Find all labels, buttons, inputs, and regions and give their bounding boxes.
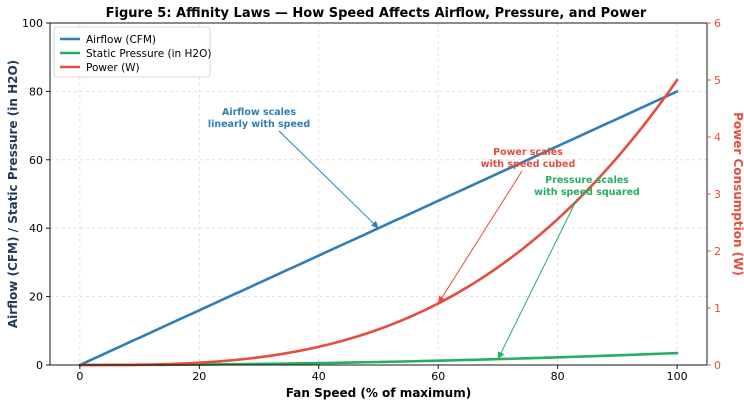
legend: Airflow (CFM) Static Pressure (in H2O) Pow… xyxy=(53,26,211,78)
annotation-arrowhead xyxy=(371,220,379,229)
y-left-tick-label: 20 xyxy=(29,291,43,304)
y-right-tick-label: 5 xyxy=(714,74,721,87)
annotation-arrowhead xyxy=(438,295,445,304)
y-right-tick-label: 1 xyxy=(714,302,721,315)
chart-title: Figure 5: Affinity Laws — How Speed Affe… xyxy=(106,6,647,21)
annotation-arrow xyxy=(278,130,379,229)
annotation-text: linearly with speed xyxy=(208,119,310,130)
series-line xyxy=(78,78,679,367)
y-right-tick-label: 4 xyxy=(714,131,721,144)
y-left-tick-label: 80 xyxy=(29,85,43,98)
legend-box xyxy=(53,26,211,78)
annotation-text: Pressure scales xyxy=(545,175,629,186)
y-right-tick-label: 2 xyxy=(714,245,721,258)
annotation-text: Power scales xyxy=(493,147,563,158)
series-lines xyxy=(78,78,679,367)
y-axis-label-right: Power Consumption (W) xyxy=(731,112,744,276)
x-tick-label: 0 xyxy=(76,370,83,383)
x-tick-label: 80 xyxy=(551,370,565,383)
y-right-tick-label: 0 xyxy=(714,359,721,372)
y-right-tick-label: 3 xyxy=(714,188,721,201)
y-left-tick-label: 100 xyxy=(22,17,43,30)
y-left-tick-label: 0 xyxy=(36,359,43,372)
x-tick-label: 20 xyxy=(192,370,206,383)
y-left-tick-label: 60 xyxy=(29,154,43,167)
y-axis-label-left: Airflow (CFM) / Static Pressure (in H2O) xyxy=(6,60,20,328)
annotation-arrow xyxy=(437,170,523,304)
annotation-text: Airflow scales xyxy=(222,107,296,118)
annotation-text: with speed cubed xyxy=(481,159,576,170)
series-line xyxy=(78,90,679,367)
x-tick-label: 100 xyxy=(667,370,688,383)
legend-label: Airflow (CFM) xyxy=(86,34,156,46)
y-right-tick-label: 6 xyxy=(714,17,721,30)
annotation-arrowhead xyxy=(497,351,505,360)
y-left-tick-label: 40 xyxy=(29,222,43,235)
legend-label: Power (W) xyxy=(86,62,140,74)
annotation-text: with speed squared xyxy=(534,187,640,198)
axis-ticks: 0 20 40 60 80 100 0 20 40 60 80 100 0 1 2 3 4 5 6 xyxy=(22,17,721,383)
annotation-arrow xyxy=(497,198,578,360)
x-tick-label: 60 xyxy=(431,370,445,383)
legend-label: Static Pressure (in H2O) xyxy=(86,48,211,60)
x-tick-label: 40 xyxy=(312,370,326,383)
x-axis-label: Fan Speed (% of maximum) xyxy=(286,386,471,400)
